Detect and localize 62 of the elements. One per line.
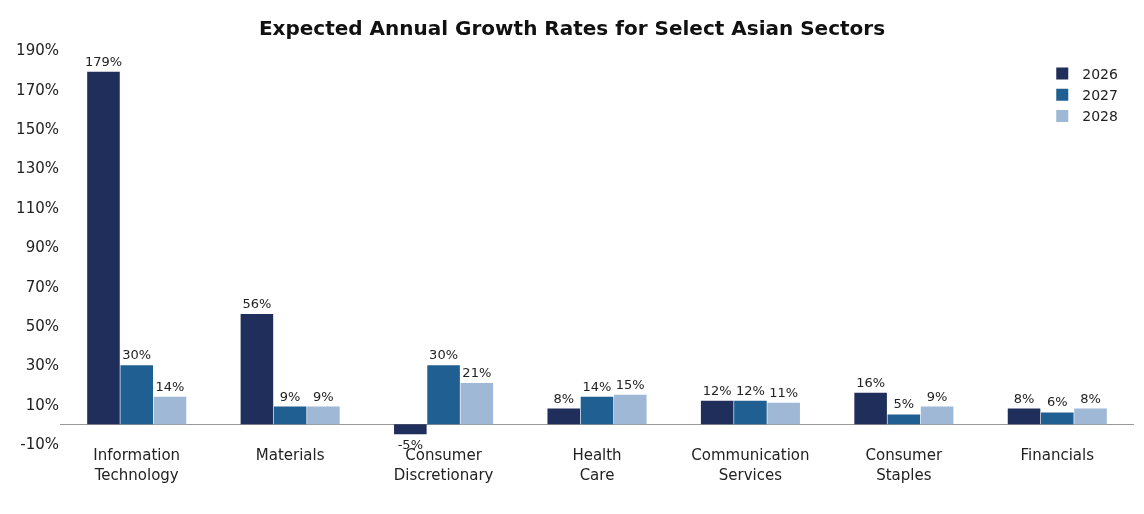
y-tick-label: 70% [25,277,59,296]
bar [547,408,581,425]
y-tick-label: 90% [25,238,59,257]
bar [153,396,187,425]
y-tick-label: 170% [16,80,59,99]
x-tick-label: Health Care [572,446,622,484]
y-tick-label: 30% [25,356,59,375]
data-label: 14% [582,378,612,394]
data-label: 8% [1080,390,1101,406]
bar [87,71,120,425]
bar [307,406,340,425]
bar [734,400,767,425]
data-label: 12% [702,382,732,398]
y-tick-label: 190% [16,41,59,60]
data-label: 30% [122,347,152,363]
data-label: 8% [1013,390,1035,406]
data-label: 14% [155,378,185,394]
bar [1074,408,1107,425]
x-tick-label: Financials [1020,446,1095,464]
y-tick-label: 150% [16,120,59,139]
bar [460,382,494,425]
x-tick-label: Consumer Staples [865,446,943,484]
data-label: 21% [462,364,492,380]
bar [613,394,647,425]
bar [767,402,800,425]
bar [240,313,274,425]
bar [920,406,954,425]
y-tick-label: 50% [25,317,59,336]
bar [887,414,921,425]
data-label: 9% [926,388,948,404]
x-tick-label: Materials [255,446,325,464]
data-label: 15% [615,376,645,392]
bar [1007,408,1041,425]
data-label: 179% [84,53,123,69]
bar [580,396,614,425]
y-tick-label: 130% [16,159,59,178]
data-label: 6% [1046,394,1068,410]
bar [700,400,734,425]
y-tick-label: 10% [25,395,59,414]
x-tick-label: Information Technology [93,446,181,484]
bar [1041,412,1074,425]
x-tick-label: Communication Services [691,446,810,484]
data-label: 11% [769,384,799,400]
data-label: 30% [429,347,459,363]
legend-label: 2026 [1082,65,1118,82]
legend-label: 2027 [1082,87,1118,104]
data-label: 9% [279,388,301,404]
data-label: 8% [553,390,575,406]
bar [273,406,307,425]
data-label: 5% [893,396,915,412]
bar [854,392,887,425]
data-label: 56% [242,295,272,311]
legend-label: 2028 [1082,108,1118,125]
bar [427,365,460,425]
y-tick-label: -10% [20,435,59,454]
data-label: 16% [856,374,886,390]
data-label: 12% [735,382,765,398]
y-tick-label: 110% [16,198,59,217]
chart-title: Expected Annual Growth Rates for Select Asian Sectors [258,15,886,40]
bar [394,424,427,435]
bar [120,365,153,425]
data-label: 9% [313,388,334,404]
